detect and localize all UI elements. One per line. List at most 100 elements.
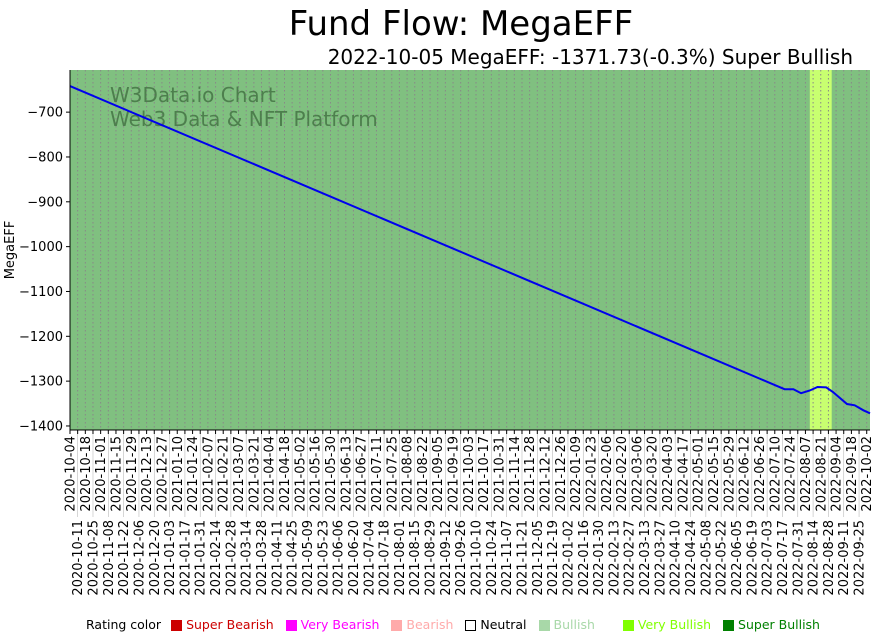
x-tick-label: 2022-09-04 xyxy=(830,436,845,512)
x-tick-label: 2021-03-28 xyxy=(255,520,270,596)
x-tick-label: 2022-08-14 xyxy=(807,520,822,596)
x-tick-label: 2022-01-02 xyxy=(561,520,576,596)
x-tick-label: 2021-08-15 xyxy=(408,520,423,596)
x-tick-label: 2021-06-13 xyxy=(339,436,354,512)
legend: Rating color Super Bearish Very Bearish Be… xyxy=(86,617,830,633)
x-tick-label: 2020-11-08 xyxy=(102,520,117,596)
x-tick-label: 2021-12-19 xyxy=(546,520,561,596)
x-tick-label: 2022-07-17 xyxy=(776,520,791,596)
x-tick-label: 2021-04-04 xyxy=(263,436,278,512)
x-tick-label: 2022-02-20 xyxy=(615,436,630,512)
chart-subtitle: 2022-10-05 MegaEFF: -1371.73(-0.3%) Supe… xyxy=(327,45,853,69)
x-tick-label: 2022-09-25 xyxy=(853,520,868,596)
x-tick-label: 2022-06-26 xyxy=(753,436,768,512)
x-tick-label: 2021-08-29 xyxy=(424,520,439,596)
x-tick-label: 2021-02-28 xyxy=(224,520,239,596)
legend-item: Very Bearish xyxy=(285,617,384,633)
y-tick-label: −900 xyxy=(27,195,63,210)
x-tick-label: 2021-09-12 xyxy=(439,520,454,596)
x-tick-label: 2021-12-26 xyxy=(554,436,569,512)
x-tick-label: 2021-01-10 xyxy=(171,436,186,512)
y-tick-label: −800 xyxy=(27,150,63,165)
x-tick-label: 2021-05-02 xyxy=(293,436,308,512)
x-tick-label: 2021-11-28 xyxy=(523,436,538,512)
x-tick-label: 2020-10-04 xyxy=(64,436,79,512)
x-tick-label: 2021-12-12 xyxy=(538,436,553,512)
x-tick-label: 2021-06-06 xyxy=(332,520,347,596)
x-tick-label: 2021-08-22 xyxy=(416,436,431,512)
legend-item: Very Bullish xyxy=(622,617,715,633)
x-tick-label: 2022-06-12 xyxy=(738,436,753,512)
x-tick-label: 2020-11-29 xyxy=(125,436,140,512)
x-tick-label: 2021-03-07 xyxy=(232,436,247,512)
x-tick-label: 2020-12-20 xyxy=(148,520,163,596)
x-tick-label: 2020-10-25 xyxy=(86,520,101,596)
x-tick-label: 2021-07-25 xyxy=(385,436,400,512)
legend-swatch xyxy=(171,619,183,631)
watermark-line-2: Web3 Data & NFT Platform xyxy=(110,107,378,131)
legend-item-label: Neutral xyxy=(480,617,527,632)
legend-item-label: Bullish xyxy=(553,617,595,632)
x-tick-label: 2022-07-10 xyxy=(768,436,783,512)
x-tick-label: 2021-06-27 xyxy=(355,436,370,512)
x-tick-label: 2021-04-25 xyxy=(286,520,301,596)
x-tick-label: 2021-02-21 xyxy=(217,436,232,512)
y-tick-label: −1400 xyxy=(19,419,63,434)
x-tick-label: 2021-09-19 xyxy=(447,436,462,512)
x-tick-label: 2022-01-09 xyxy=(569,436,584,512)
legend-swatch xyxy=(622,619,634,631)
x-tick-label: 2021-07-18 xyxy=(378,520,393,596)
x-tick-label: 2021-11-07 xyxy=(500,520,515,596)
x-tick-label: 2022-08-28 xyxy=(822,520,837,596)
x-tick-label: 2022-02-06 xyxy=(600,436,615,512)
x-tick-label: 2022-05-15 xyxy=(707,436,722,512)
legend-swatch xyxy=(723,619,735,631)
x-tick-label: 2021-11-14 xyxy=(508,436,523,512)
legend-swatch xyxy=(391,619,403,631)
legend-item: Neutral xyxy=(465,617,530,633)
x-tick-label: 2021-02-14 xyxy=(209,520,224,596)
legend-item-label: Super Bearish xyxy=(186,617,274,632)
x-tick-label: 2022-01-23 xyxy=(584,436,599,512)
x-tick-label: 2022-07-24 xyxy=(784,436,799,512)
watermark-line-1: W3Data.io Chart xyxy=(110,83,276,107)
y-tick-label: −700 xyxy=(27,106,63,121)
legend-item-label: Very Bullish xyxy=(637,617,712,632)
x-tick-label: 2021-04-18 xyxy=(278,436,293,512)
legend-item-label: Bearish xyxy=(406,617,454,632)
x-tick-label: 2022-03-20 xyxy=(646,436,661,512)
series-line-megaeff xyxy=(69,85,871,415)
chart-title: Fund Flow: MegaEFF xyxy=(288,4,634,44)
y-tick-label: −1200 xyxy=(19,330,63,345)
legend-swatch xyxy=(285,619,297,631)
x-tick-label: 2021-08-08 xyxy=(401,436,416,512)
y-tick-label: −1000 xyxy=(19,240,63,255)
x-tick-label: 2020-12-27 xyxy=(155,436,170,512)
x-tick-label: 2021-11-21 xyxy=(515,520,530,596)
x-tick-label: 2022-01-30 xyxy=(592,520,607,596)
x-tick-label: 2020-11-22 xyxy=(117,520,132,596)
legend-swatch xyxy=(538,619,550,631)
x-tick-label: 2022-05-22 xyxy=(715,520,730,596)
x-tick-label: 2022-01-16 xyxy=(577,520,592,596)
x-tick-label: 2021-10-24 xyxy=(485,520,500,596)
x-tick-label: 2020-10-18 xyxy=(79,436,94,512)
x-tick-label: 2022-03-13 xyxy=(638,520,653,596)
x-tick-label: 2020-11-01 xyxy=(94,436,109,512)
x-tick-label: 2021-03-21 xyxy=(247,436,262,512)
x-tick-label: 2022-07-03 xyxy=(761,520,776,596)
x-tick-label: 2021-01-17 xyxy=(178,520,193,596)
x-tick-label: 2022-08-07 xyxy=(799,436,814,512)
legend-label: Rating color xyxy=(86,617,162,632)
x-tick-label: 2022-05-29 xyxy=(722,436,737,512)
x-tick-label: 2021-10-17 xyxy=(477,436,492,512)
legend-item: Super Bullish xyxy=(723,617,824,633)
x-tick-label: 2021-09-05 xyxy=(431,436,446,512)
x-tick-label: 2020-12-13 xyxy=(140,436,155,512)
x-tick-label: 2022-03-27 xyxy=(653,520,668,596)
x-tick-label: 2021-10-03 xyxy=(462,436,477,512)
y-tick-label: −1300 xyxy=(19,375,63,390)
legend-item-label: Super Bullish xyxy=(738,617,820,632)
x-tick-label: 2021-06-20 xyxy=(347,520,362,596)
